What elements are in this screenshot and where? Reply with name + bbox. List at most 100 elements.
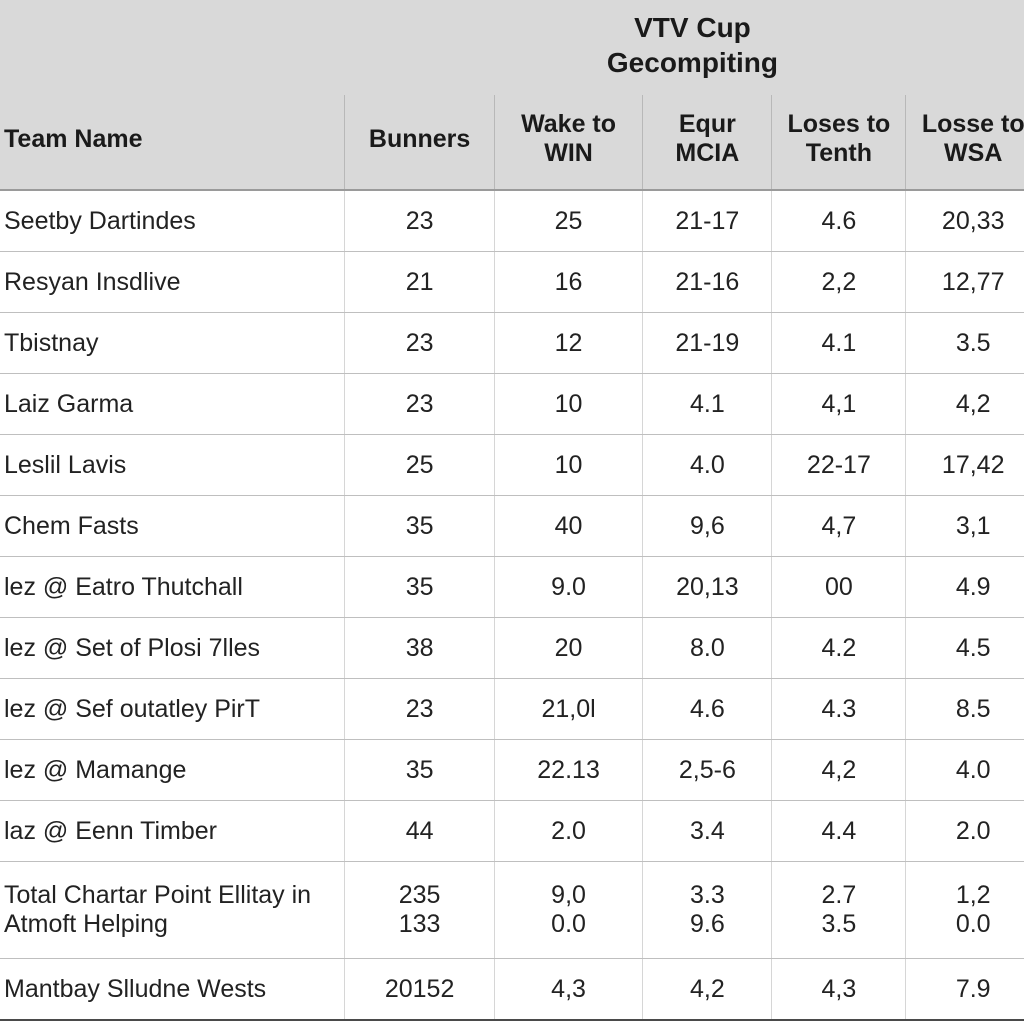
team-name-cell: Chem Fasts (0, 496, 345, 557)
table-row: Seetby Dartindes232521-174.620,33 (0, 190, 1024, 252)
cell-bunners: 23 (345, 679, 494, 740)
table-row: Leslil Lavis25104.022-1717,42 (0, 435, 1024, 496)
cell-losse: 4.5 (906, 618, 1024, 679)
cell-bunners: 25 (345, 435, 494, 496)
cell-wake: 10 (494, 435, 643, 496)
table-row: Resyan Insdlive211621-162,212,77 (0, 252, 1024, 313)
cell-wake: 12 (494, 313, 643, 374)
cell-losse: 4,2 (906, 374, 1024, 435)
cell-equr: 3.4 (643, 801, 772, 862)
table-body: Seetby Dartindes232521-174.620,33Resyan … (0, 190, 1024, 1020)
cell-equr: 21-19 (643, 313, 772, 374)
cell-losse: 3,1 (906, 496, 1024, 557)
cell-losse: 2.0 (906, 801, 1024, 862)
team-name-cell: Leslil Lavis (0, 435, 345, 496)
team-name-cell: lez @ Mamange (0, 740, 345, 801)
table-row: lez @ Sef outatley PirT2321,0l4.64.38.5 (0, 679, 1024, 740)
table-row: lez @ Eatro Thutchall359.020,13004.9 (0, 557, 1024, 618)
col-head-loses: Loses toTenth (772, 95, 906, 190)
cell-equr: 4.0 (643, 435, 772, 496)
cell-losse: 7.9 (906, 959, 1024, 1021)
table-row: Chem Fasts35409,64,73,1 (0, 496, 1024, 557)
title-line1: VTV Cup (634, 12, 751, 43)
cell-loses: 00 (772, 557, 906, 618)
cell-wake: 22.13 (494, 740, 643, 801)
cell-wake: 25 (494, 190, 643, 252)
title-line2: Gecompiting (607, 47, 778, 78)
cell-losse: 17,42 (906, 435, 1024, 496)
cell-loses: 4,3 (772, 959, 906, 1021)
cell-equr: 4,2 (643, 959, 772, 1021)
col-head-wake: Wake toWIN (494, 95, 643, 190)
team-name-cell: Laiz Garma (0, 374, 345, 435)
cell-equr: 8.0 (643, 618, 772, 679)
cell-wake: 9,00.0 (494, 862, 643, 959)
cell-wake: 20 (494, 618, 643, 679)
cell-loses: 4,2 (772, 740, 906, 801)
cell-bunners: 35 (345, 496, 494, 557)
cell-wake: 21,0l (494, 679, 643, 740)
team-name-cell: lez @ Sef outatley PirT (0, 679, 345, 740)
table-row: laz @ Eenn Timber442.03.44.42.0 (0, 801, 1024, 862)
header-row: Team NameBunnersWake toWINEqurMCIALoses … (0, 95, 1024, 190)
cell-equr: 21-17 (643, 190, 772, 252)
cell-equr: 4.6 (643, 679, 772, 740)
table-title: VTV Cup Gecompiting (345, 0, 1024, 95)
cell-loses: 4.6 (772, 190, 906, 252)
cell-bunners: 235133 (345, 862, 494, 959)
col-head-losse: Losse toWSA (906, 95, 1024, 190)
cell-equr: 20,13 (643, 557, 772, 618)
cell-bunners: 35 (345, 740, 494, 801)
cell-losse: 12,77 (906, 252, 1024, 313)
cell-bunners: 21 (345, 252, 494, 313)
cell-wake: 2.0 (494, 801, 643, 862)
cell-loses: 22-17 (772, 435, 906, 496)
cell-bunners: 23 (345, 190, 494, 252)
cell-loses: 4.1 (772, 313, 906, 374)
cell-bunners: 38 (345, 618, 494, 679)
cell-wake: 10 (494, 374, 643, 435)
team-name-cell: Tbistnay (0, 313, 345, 374)
cell-bunners: 23 (345, 374, 494, 435)
table-row: lez @ Set of Plosi 7lles38208.04.24.5 (0, 618, 1024, 679)
team-name-cell: Seetby Dartindes (0, 190, 345, 252)
cell-equr: 21-16 (643, 252, 772, 313)
table-row: Laiz Garma23104.14,14,2 (0, 374, 1024, 435)
cell-wake: 16 (494, 252, 643, 313)
cell-wake: 40 (494, 496, 643, 557)
cell-wake: 4,3 (494, 959, 643, 1021)
cell-loses: 4,7 (772, 496, 906, 557)
table-row: lez @ Mamange3522.132,5-64,24.0 (0, 740, 1024, 801)
cell-loses: 2,2 (772, 252, 906, 313)
cell-equr: 9,6 (643, 496, 772, 557)
cell-loses: 2.73.5 (772, 862, 906, 959)
cell-bunners: 35 (345, 557, 494, 618)
team-name-cell: laz @ Eenn Timber (0, 801, 345, 862)
team-name-cell: Mantbay Slludne Wests (0, 959, 345, 1021)
cell-loses: 4.3 (772, 679, 906, 740)
cell-losse: 4.0 (906, 740, 1024, 801)
table-row: Mantbay Slludne Wests201524,34,24,37.9 (0, 959, 1024, 1021)
cell-bunners: 44 (345, 801, 494, 862)
cell-losse: 20,33 (906, 190, 1024, 252)
cell-loses: 4,1 (772, 374, 906, 435)
cell-bunners: 23 (345, 313, 494, 374)
cell-losse: 8.5 (906, 679, 1024, 740)
cell-losse: 1,20.0 (906, 862, 1024, 959)
team-name-cell: lez @ Eatro Thutchall (0, 557, 345, 618)
table-row: Total Chartar Point Ellitay inAtmoft Hel… (0, 862, 1024, 959)
cell-loses: 4.4 (772, 801, 906, 862)
cell-bunners: 20152 (345, 959, 494, 1021)
table-row: Tbistnay231221-194.13.5 (0, 313, 1024, 374)
col-head-name: Team Name (0, 95, 345, 190)
cell-wake: 9.0 (494, 557, 643, 618)
team-name-cell: lez @ Set of Plosi 7lles (0, 618, 345, 679)
team-name-cell: Total Chartar Point Ellitay inAtmoft Hel… (0, 862, 345, 959)
cell-losse: 3.5 (906, 313, 1024, 374)
standings-table: VTV Cup Gecompiting Team NameBunnersWake… (0, 0, 1024, 1021)
col-head-equr: EqurMCIA (643, 95, 772, 190)
cell-equr: 4.1 (643, 374, 772, 435)
cell-equr: 3.39.6 (643, 862, 772, 959)
cell-loses: 4.2 (772, 618, 906, 679)
cell-equr: 2,5-6 (643, 740, 772, 801)
